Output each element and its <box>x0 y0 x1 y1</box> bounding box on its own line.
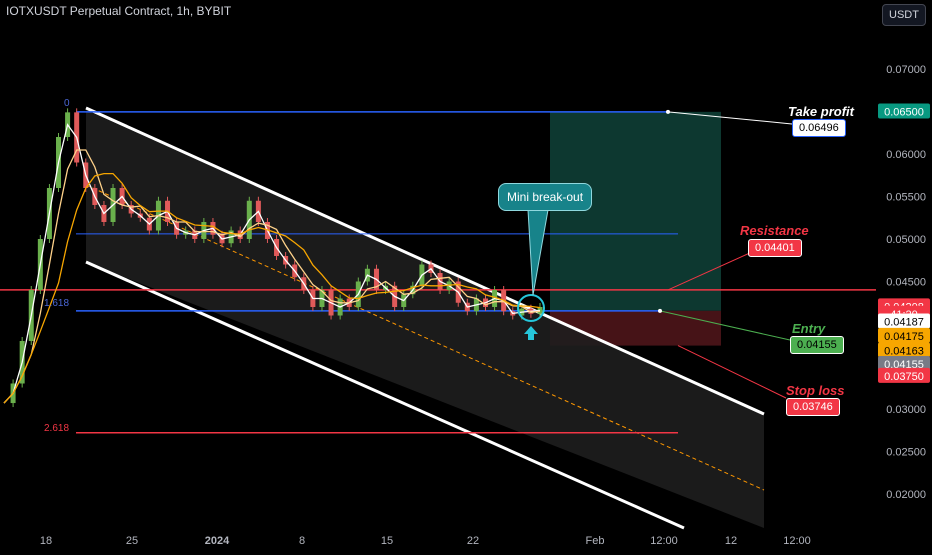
take-profit-value: 0.06496 <box>792 119 846 137</box>
price-badge <box>878 367 930 383</box>
y-tick-label: 0.03000 <box>886 404 926 416</box>
chart-title: IOTXUSDT Perpetual Contract, 1h, BYBIT <box>6 4 232 18</box>
x-tick-label: 12:00 <box>783 535 811 547</box>
series <box>3 108 549 408</box>
stop-loss-connector <box>677 345 787 399</box>
ma-orange-line <box>3 172 541 404</box>
y-tick-label: 0.05000 <box>886 234 926 246</box>
channel-lower-line <box>85 260 685 530</box>
breakout-arrow-icon <box>524 326 538 340</box>
resistance-label: Resistance <box>740 223 809 238</box>
x-tick-label: Feb <box>586 535 605 547</box>
x-tick-label: 18 <box>40 535 52 547</box>
price-badge-label: 0.04163 <box>884 345 924 357</box>
price-badge <box>878 327 930 343</box>
y-tick-label: 0.04500 <box>886 277 926 289</box>
entry-value: 0.04155 <box>790 336 844 354</box>
y-tick-label: 0.02500 <box>886 447 926 459</box>
price-badge-label: 0.04187 <box>884 316 924 328</box>
entry-dot <box>658 308 662 313</box>
take-profit-zone <box>550 111 721 311</box>
channel-upper-line <box>85 106 765 416</box>
fib-label-0: 0 <box>64 98 70 109</box>
stop-loss-label: Stop loss <box>786 383 845 398</box>
stop-loss-value: 0.03746 <box>786 398 840 416</box>
price-badge-label: 0.06500 <box>884 107 924 119</box>
entry-connector <box>659 310 791 341</box>
resistance-connector <box>667 251 753 291</box>
x-tick-label: 12 <box>725 535 737 547</box>
x-tick-label: 15 <box>381 535 393 547</box>
y-tick-label: 0.06000 <box>886 149 926 161</box>
price-badges: 0.065000.0420841:200.041870.041750.04163… <box>878 103 930 383</box>
price-badge <box>878 342 930 358</box>
x-axis: 18 25 2024 8 15 22 Feb 12:00 12 12:00 <box>40 535 811 547</box>
price-badge <box>878 103 930 119</box>
fib-label-1618: 1.618 <box>44 298 70 309</box>
x-tick-label: 25 <box>126 535 138 547</box>
breakout-circle <box>517 294 545 322</box>
price-badge <box>878 313 930 329</box>
take-profit-dot <box>666 109 670 114</box>
entry-label: Entry <box>792 321 826 336</box>
y-tick-label: 0.05500 <box>886 192 926 204</box>
currency-button[interactable]: USDT <box>882 4 926 26</box>
price-badge-label: 0.04175 <box>884 331 924 343</box>
x-tick-label: 8 <box>299 535 305 547</box>
y-tick-label: 0.07000 <box>886 64 926 76</box>
ma-light-orange-line <box>3 149 541 404</box>
price-badge-label: 0.03750 <box>884 371 924 383</box>
take-profit-connector <box>667 111 793 125</box>
mini-breakout-callout: Mini break-out <box>498 183 593 211</box>
channel-mid-line <box>85 184 765 491</box>
position-zones <box>550 111 721 346</box>
resistance-value: 0.04401 <box>748 239 802 257</box>
x-tick-label: 2024 <box>205 535 230 547</box>
x-tick-label: 22 <box>467 535 479 547</box>
annotation-lines <box>658 109 793 399</box>
price-badge <box>878 355 930 371</box>
y-tick-label: 0.02000 <box>886 489 926 501</box>
ma-white-line <box>3 123 541 404</box>
x-tick-label: 12:00 <box>650 535 678 547</box>
take-profit-label: Take profit <box>788 104 854 119</box>
fib-label-2618: 2.618 <box>44 423 70 434</box>
